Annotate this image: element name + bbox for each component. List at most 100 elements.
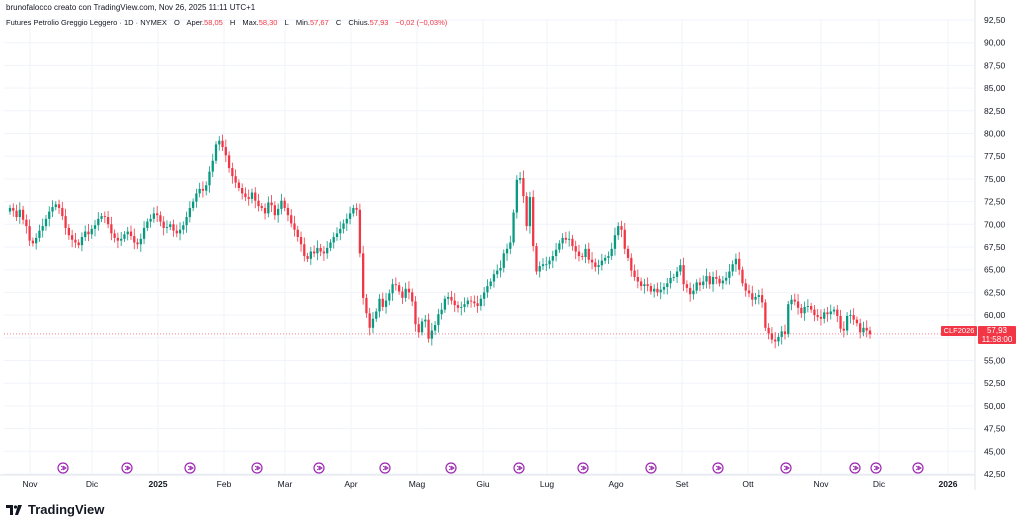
time-tick-label: Lug	[540, 479, 554, 489]
candle-body	[162, 221, 165, 228]
event-markers[interactable]	[57, 462, 924, 474]
candle-body	[518, 177, 522, 180]
candle	[397, 281, 401, 295]
candle	[156, 205, 159, 223]
candle-body	[787, 304, 790, 335]
candle-body	[198, 188, 201, 194]
event-marker-icon	[780, 462, 792, 474]
candle-body	[165, 227, 169, 228]
candle	[682, 257, 685, 292]
candle-body	[401, 291, 404, 298]
event-circle	[912, 462, 924, 474]
candle-body	[378, 298, 381, 312]
last-price-tag: 57,93 11:58:00	[978, 326, 1016, 344]
candle	[584, 244, 587, 264]
candle	[610, 242, 613, 260]
candle-body	[456, 305, 460, 308]
candle-body	[597, 265, 600, 267]
candle-body	[411, 292, 414, 302]
candle-body	[404, 288, 407, 298]
time-tick-label: Giu	[476, 479, 490, 489]
candle	[613, 227, 617, 256]
candle-body	[345, 218, 348, 224]
candle	[643, 278, 646, 294]
candle-body	[241, 187, 244, 194]
candle-body	[653, 288, 656, 292]
candle	[829, 304, 832, 320]
candle	[509, 235, 512, 255]
candle-body	[352, 207, 355, 214]
candle	[659, 282, 662, 300]
last-price-value: 57,93	[986, 326, 1008, 335]
candle-body	[231, 168, 234, 177]
candle	[783, 324, 787, 340]
candle-body	[339, 228, 342, 234]
candle-body	[541, 264, 545, 267]
candle	[77, 239, 80, 249]
candle-body	[25, 219, 28, 227]
candle-body	[738, 258, 741, 270]
price-axis[interactable]: 92,50 90,00 87,50 85,00 82,50 80,00 77,50 75,00…	[984, 15, 1006, 479]
time-tick-label: Nov	[22, 479, 38, 489]
symbol-description: Futures Petrolio Greggio Leggero · 1D · …	[6, 18, 167, 27]
candle	[169, 221, 172, 231]
candle	[597, 259, 600, 275]
candle-body	[263, 207, 267, 214]
candle	[734, 253, 738, 272]
event-circle	[445, 462, 457, 474]
candle-body	[424, 319, 427, 322]
event-chevrons	[783, 465, 790, 471]
time-axis[interactable]: Nov Dic 2025 Feb Mar Apr Mag Giu Lug Ago Set Ott Nov…	[22, 479, 957, 489]
candle	[424, 315, 427, 328]
candle-body	[528, 197, 532, 227]
candle-body	[368, 313, 371, 328]
time-tick-label: Dic	[86, 479, 99, 489]
candle-body	[512, 212, 515, 243]
candle-body	[760, 295, 764, 303]
candle	[139, 233, 142, 252]
candle-body	[430, 330, 433, 339]
candle	[191, 198, 195, 212]
candle	[790, 295, 793, 311]
candle	[868, 326, 872, 339]
candle-body	[617, 226, 620, 236]
candle	[721, 275, 724, 290]
candle-body	[849, 315, 852, 317]
candle	[525, 192, 528, 231]
candle-body	[169, 224, 172, 228]
candle	[90, 224, 93, 239]
event-chevrons	[873, 465, 880, 471]
price-tick-label: 82,50	[984, 106, 1006, 116]
candle	[257, 193, 260, 212]
candle-body	[476, 303, 479, 307]
candle	[283, 197, 286, 212]
candle-body	[764, 302, 767, 328]
candle	[345, 213, 348, 231]
candle-body	[407, 288, 411, 293]
candle	[541, 258, 545, 270]
candle-body	[381, 298, 384, 307]
time-tick-label: Dic	[873, 479, 886, 489]
candle	[312, 245, 316, 258]
event-circle	[251, 462, 263, 474]
candle-body	[731, 264, 734, 272]
candle	[813, 305, 816, 322]
candle	[744, 278, 747, 297]
tradingview-logo[interactable]: TradingView	[6, 502, 104, 517]
candle-body	[679, 265, 682, 272]
candle-body	[734, 258, 738, 265]
candle	[672, 273, 675, 282]
candle-body	[394, 284, 397, 286]
candle-body	[136, 242, 139, 245]
candle-body	[525, 196, 528, 227]
candle-body	[149, 218, 152, 222]
candle	[738, 251, 741, 276]
candle	[263, 203, 267, 220]
candle-body	[188, 207, 191, 218]
bar-countdown: 11:58:00	[981, 335, 1013, 344]
candle-body	[433, 325, 437, 331]
candle-body	[607, 256, 610, 258]
ohlc-legend: Futures Petrolio Greggio Leggero · 1D · …	[6, 18, 447, 27]
candle	[384, 293, 388, 314]
